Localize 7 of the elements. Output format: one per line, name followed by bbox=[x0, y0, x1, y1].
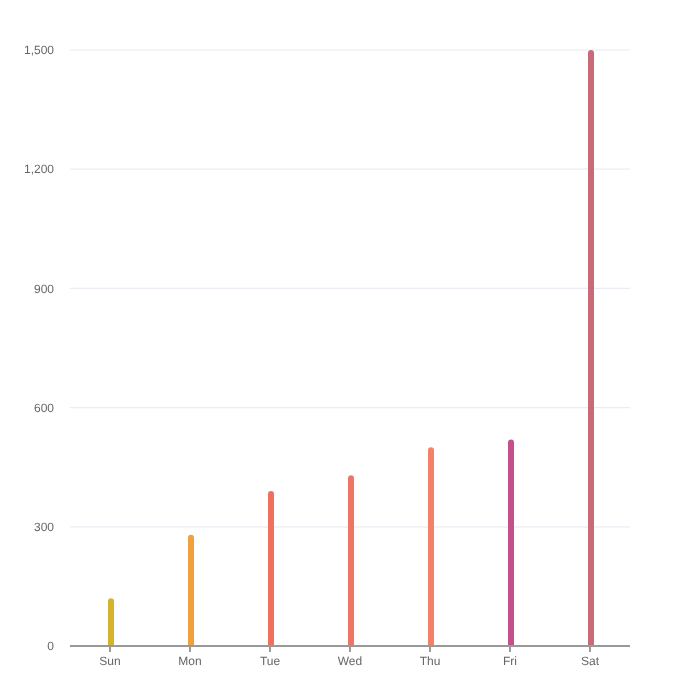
bar bbox=[508, 439, 514, 646]
bar bbox=[428, 447, 434, 646]
bar bbox=[588, 50, 594, 646]
bar bbox=[188, 534, 194, 646]
bar bbox=[268, 491, 274, 646]
bar bbox=[108, 598, 114, 646]
bar bbox=[348, 475, 354, 646]
